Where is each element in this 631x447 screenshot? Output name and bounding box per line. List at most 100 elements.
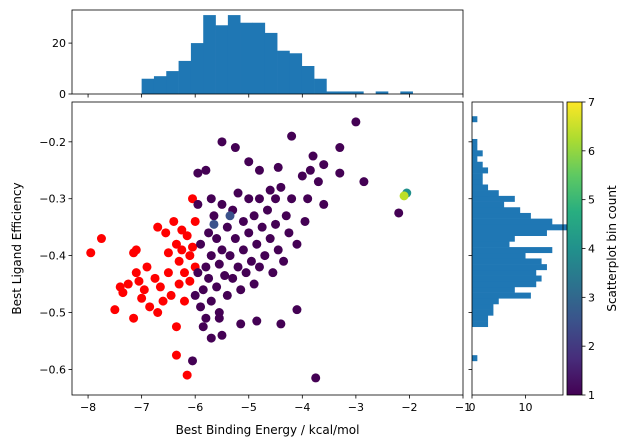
scatter-point-s1-40: [260, 251, 270, 261]
scatter-point-s1-9: [206, 251, 216, 261]
top-hist-bar: [400, 91, 413, 94]
scatter-point-s1-57: [313, 177, 323, 187]
right-hist-bar: [472, 235, 515, 242]
right-hist-x-tick-label: 10: [519, 401, 533, 414]
scatter-point-s0-1: [96, 234, 106, 244]
scatter-point-s1-34: [249, 211, 259, 221]
right-hist-bar: [472, 264, 547, 271]
scatter-point-s1-33: [246, 256, 256, 266]
scatter-point-s1-46: [273, 245, 283, 255]
scatter-point-s1-3: [196, 239, 206, 249]
top-hist-bar: [277, 50, 290, 94]
scatter-point-s1-25: [233, 262, 243, 272]
scatter-point-s1-38: [254, 262, 264, 272]
scatter-point-s1-58: [319, 160, 329, 170]
scatter-point-s0-26: [171, 322, 181, 332]
scatter-point-s0-30: [179, 268, 189, 278]
colorbar-tick-label: 7: [588, 96, 595, 109]
right-hist-bar: [472, 156, 478, 163]
x-tick-label: −5: [241, 401, 257, 414]
right-hist-bar: [472, 315, 489, 322]
scatter-point-s1-63: [359, 177, 369, 187]
scatter-point-s0-25: [171, 239, 181, 249]
scatter-point-s1-81: [188, 356, 198, 366]
scatter-point-s1-24: [230, 234, 240, 244]
top-histogram-frame: [71, 9, 464, 95]
right-hist-bar: [472, 298, 499, 305]
right-hist-bar: [472, 190, 499, 197]
colorbar-tick-label: 1: [588, 389, 595, 402]
top-hist-bar: [153, 76, 167, 94]
scatter-point-s0-41: [177, 225, 187, 235]
right-hist-bar: [472, 178, 483, 185]
right-hist-bar: [472, 252, 526, 259]
scatter-point-s1-29: [238, 245, 248, 255]
scatter-point-s0-23: [166, 290, 176, 300]
scatter-point-s0-35: [188, 194, 198, 204]
scatter-point-s4-0: [399, 191, 409, 201]
top-histogram: 0 20: [52, 9, 464, 101]
scatter-point-s1-0: [190, 290, 200, 300]
y-tick-label: −0.5: [39, 307, 66, 320]
scatter-point-s1-47: [276, 182, 286, 192]
scatter-point-s1-37: [254, 194, 264, 204]
scatter-point-s1-71: [287, 131, 297, 141]
scatter-point-s1-13: [212, 282, 222, 292]
scatter-point-s1-66: [230, 143, 240, 153]
right-hist-bar: [472, 258, 542, 265]
scatter-point-s0-28: [174, 279, 184, 289]
scatter-point-s1-49: [281, 211, 291, 221]
right-hist-bar: [472, 184, 489, 191]
scatter-point-s0-34: [185, 276, 195, 286]
right-hist-bar: [472, 321, 489, 328]
scatter-point-s0-0: [86, 248, 96, 258]
scatter-point-s1-17: [217, 245, 227, 255]
right-hist-bar: [472, 138, 478, 145]
scatter-point-s1-62: [335, 168, 345, 178]
right-hist-bar: [472, 355, 478, 362]
top-hist-bar: [203, 15, 216, 94]
y-tick-label: −0.3: [39, 193, 66, 206]
scatter-point-s1-64: [394, 208, 404, 218]
scatter-point-s1-14: [214, 259, 224, 269]
scatter-point-s0-20: [161, 228, 171, 238]
scatter-point-s1-10: [206, 296, 216, 306]
colorbar-tick-label: 2: [588, 340, 595, 353]
right-hist-bar: [472, 195, 515, 202]
scatter-point-s1-65: [217, 137, 227, 147]
scatter-point-s0-36: [188, 242, 198, 252]
right-hist-x-tick-label: 0: [469, 401, 476, 414]
colorbar-gradient: [567, 102, 582, 395]
scatter-point-s1-36: [252, 239, 262, 249]
x-tick-label: −7: [134, 401, 150, 414]
colorbar-label: Scatterplot bin count: [605, 185, 619, 312]
scatter-point-s1-11: [209, 211, 219, 221]
top-hist-bar: [326, 91, 340, 94]
scatter-point-s1-20: [222, 290, 232, 300]
scatter-point-s0-2: [110, 305, 120, 315]
scatter-point-s0-4: [118, 288, 128, 298]
scatter-point-s1-52: [292, 239, 302, 249]
top-hist-bar: [141, 78, 155, 94]
scatter-point-s1-86: [193, 199, 203, 209]
scatter-point-s0-24: [169, 216, 179, 226]
top-hist-bar: [252, 22, 266, 94]
scatter-point-s0-13: [142, 262, 152, 272]
right-hist-bar: [472, 150, 483, 157]
scatter-point-s0-38: [190, 216, 200, 226]
top-hist-bar: [375, 91, 389, 94]
right-hist-bar: [472, 212, 531, 219]
scatter-point-s1-67: [244, 157, 254, 167]
top-hist-bar: [338, 91, 352, 94]
scatter-point-s1-19: [222, 222, 232, 232]
scatter-point-s0-8: [131, 245, 141, 255]
right-hist-bar: [472, 218, 553, 225]
y-tick-label: −0.6: [39, 363, 66, 376]
scatter-point-s1-74: [206, 333, 216, 343]
scatter-point-s1-83: [193, 168, 203, 178]
top-hist-bar: [314, 78, 327, 94]
right-histogram-frame: [471, 101, 564, 396]
right-hist-bar: [472, 173, 483, 180]
main-plot-frame: [71, 101, 464, 396]
